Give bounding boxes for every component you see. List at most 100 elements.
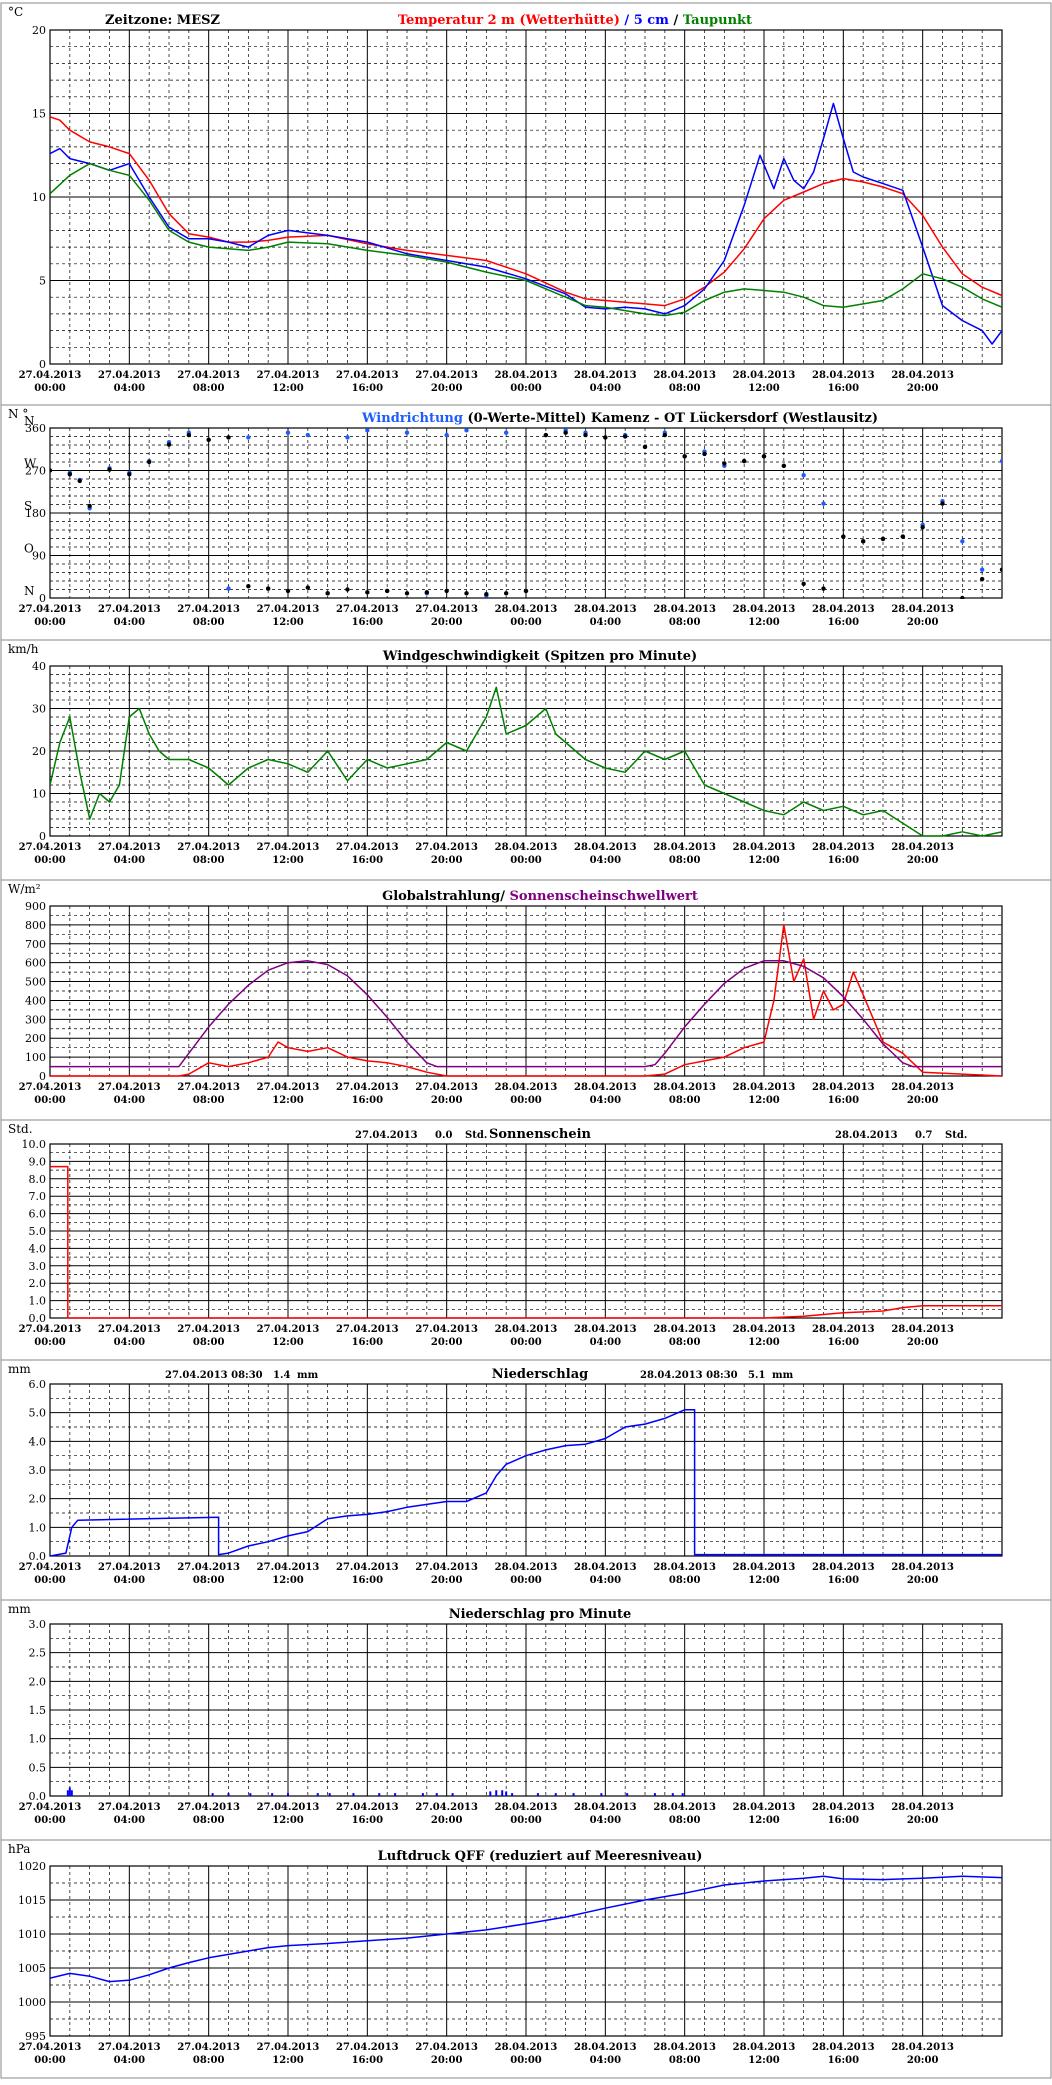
chart-title: Niederschlag: [492, 1367, 588, 1382]
x-tick-date: 27.04.2013: [19, 1082, 82, 1093]
x-tick-label: 28.04.2013 20:00: [891, 370, 954, 394]
y-tick-label: 1.0: [29, 1521, 47, 1534]
x-tick-label: 27.04.2013 20:00: [415, 1562, 478, 1586]
series-line: [50, 1165, 1002, 1319]
x-tick-date: 27.04.2013: [257, 2042, 320, 2053]
x-tick-time: 16:00: [352, 617, 384, 628]
x-tick-label: 27.04.2013 16:00: [336, 1324, 399, 1348]
chart-title: Windrichtung (0-Werte-Mittel) Kamenz - O…: [361, 411, 878, 426]
series-radiation-0: [50, 924, 1002, 1077]
chart-title: Globalstrahlung/ Sonnenscheinschwellwert: [382, 889, 698, 904]
series-radiation-1: [50, 960, 1002, 1068]
x-tick-label: 27.04.2013 12:00: [257, 1324, 320, 1348]
x-tick-label: 27.04.2013 12:00: [257, 842, 320, 866]
series-pressure-0: [50, 1875, 1002, 1983]
x-tick-date: 28.04.2013: [653, 604, 716, 615]
x-tick-date: 27.04.2013: [19, 604, 82, 615]
chart-title: Windgeschwindigkeit (Spitzen pro Minute): [382, 649, 697, 664]
x-tick-label: 28.04.2013 16:00: [812, 1562, 875, 1586]
compass-label: N: [24, 584, 35, 598]
x-tick-date: 27.04.2013: [98, 370, 161, 381]
chart-title: Sonnenschein: [489, 1127, 592, 1142]
x-tick-time: 12:00: [272, 855, 304, 866]
direction-point: [841, 534, 846, 539]
x-tick-label: 28.04.2013 12:00: [733, 2042, 796, 2066]
x-tick-date: 28.04.2013: [891, 604, 954, 615]
x-tick-time: 00:00: [34, 1575, 66, 1586]
x-tick-label: 28.04.2013 20:00: [891, 2042, 954, 2066]
x-tick-date: 27.04.2013: [19, 370, 82, 381]
x-tick-date: 27.04.2013: [336, 842, 399, 853]
chart-title-part: Niederschlag pro Minute: [449, 1607, 632, 1622]
x-tick-date: 27.04.2013: [336, 1082, 399, 1093]
x-tick-label: 28.04.2013 00:00: [495, 2042, 558, 2066]
x-tick-time: 04:00: [114, 1575, 146, 1586]
x-tick-time: 12:00: [272, 2055, 304, 2066]
direction-point: [146, 459, 152, 465]
direction-point: [424, 590, 430, 595]
x-tick-time: 08:00: [193, 617, 225, 628]
chart-panel-windspeed: 0 10 20 30 40 km/h Windgeschwindigkeit (Spitze…: [0, 639, 1052, 881]
x-tick-time: 20:00: [907, 617, 939, 628]
x-tick-date: 28.04.2013: [891, 1802, 954, 1813]
bar-mark: [626, 1793, 629, 1796]
x-tick-label: 28.04.2013 20:00: [891, 1082, 954, 1106]
x-tick-label: 28.04.2013 16:00: [812, 842, 875, 866]
x-tick-label: 28.04.2013 04:00: [574, 1324, 637, 1348]
unit-label: km/h: [8, 642, 39, 656]
y-tick-label: 30: [32, 703, 46, 716]
direction-point: [226, 435, 231, 440]
y-tick-label: 2.0: [29, 1675, 47, 1688]
y-tick-label: 1.5: [29, 1704, 47, 1717]
direction-point: [563, 430, 568, 435]
chart-title: Temperatur 2 m (Wetterhütte) / 5 cm / Ta…: [398, 13, 752, 28]
direction-point: [920, 524, 925, 530]
panel-frame: [0, 1839, 1052, 2079]
x-tick-label: 27.04.2013 08:00: [177, 1082, 240, 1106]
x-tick-label: 28.04.2013 12:00: [733, 604, 796, 628]
x-tick-label: 27.04.2013 20:00: [415, 2042, 478, 2066]
x-tick-time: 16:00: [352, 1575, 384, 1586]
x-tick-time: 20:00: [907, 1095, 939, 1106]
x-tick-label: 27.04.2013 20:00: [415, 370, 478, 394]
bar-mark: [435, 1793, 438, 1796]
chart-title-part: Taupunkt: [683, 13, 752, 28]
daily-sum-annotation: 27.04.2013 08:30 1.4 mm: [165, 1370, 319, 1381]
y-tick-label: 600: [25, 957, 46, 970]
x-tick-label: 28.04.2013 04:00: [574, 2042, 637, 2066]
series-temp-0: [50, 116, 1002, 307]
x-tick-date: 27.04.2013: [257, 1562, 320, 1573]
grid: [49, 1383, 1003, 1557]
annotation-value: 0.7: [915, 1130, 932, 1141]
direction-point: [444, 588, 449, 594]
unit-label: mm: [8, 1602, 31, 1616]
x-tick-time: 08:00: [669, 617, 701, 628]
bar-mark: [352, 1793, 355, 1796]
direction-point: [345, 587, 350, 592]
x-tick-date: 28.04.2013: [653, 2042, 716, 2053]
y-tick-label: 90: [32, 550, 46, 563]
unit-label: N °: [8, 407, 28, 421]
x-tick-date: 27.04.2013: [415, 842, 478, 853]
x-tick-date: 28.04.2013: [733, 1082, 796, 1093]
daily-sum-annotation: 28.04.2013 08:30 5.1 mm: [640, 1370, 794, 1381]
x-tick-time: 04:00: [590, 383, 622, 394]
x-tick-date: 27.04.2013: [415, 1082, 478, 1093]
y-tick-label: 360: [25, 422, 46, 435]
series-line: [50, 1875, 1002, 1983]
y-tick-label: 300: [25, 1013, 46, 1026]
bar-mark: [505, 1791, 508, 1796]
x-tick-time: 20:00: [907, 1337, 939, 1348]
series-temp-1: [50, 102, 1002, 345]
grid: [49, 1143, 1003, 1319]
chart-title-part: Niederschlag: [492, 1367, 588, 1382]
y-tick-label: 5: [39, 275, 46, 288]
bar-mark: [249, 1793, 252, 1796]
direction-point: [940, 501, 945, 506]
bar-mark: [378, 1793, 381, 1796]
x-tick-label: 27.04.2013 08:00: [177, 2042, 240, 2066]
x-tick-time: 08:00: [669, 1337, 701, 1348]
x-tick-label: 28.04.2013 00:00: [495, 842, 558, 866]
